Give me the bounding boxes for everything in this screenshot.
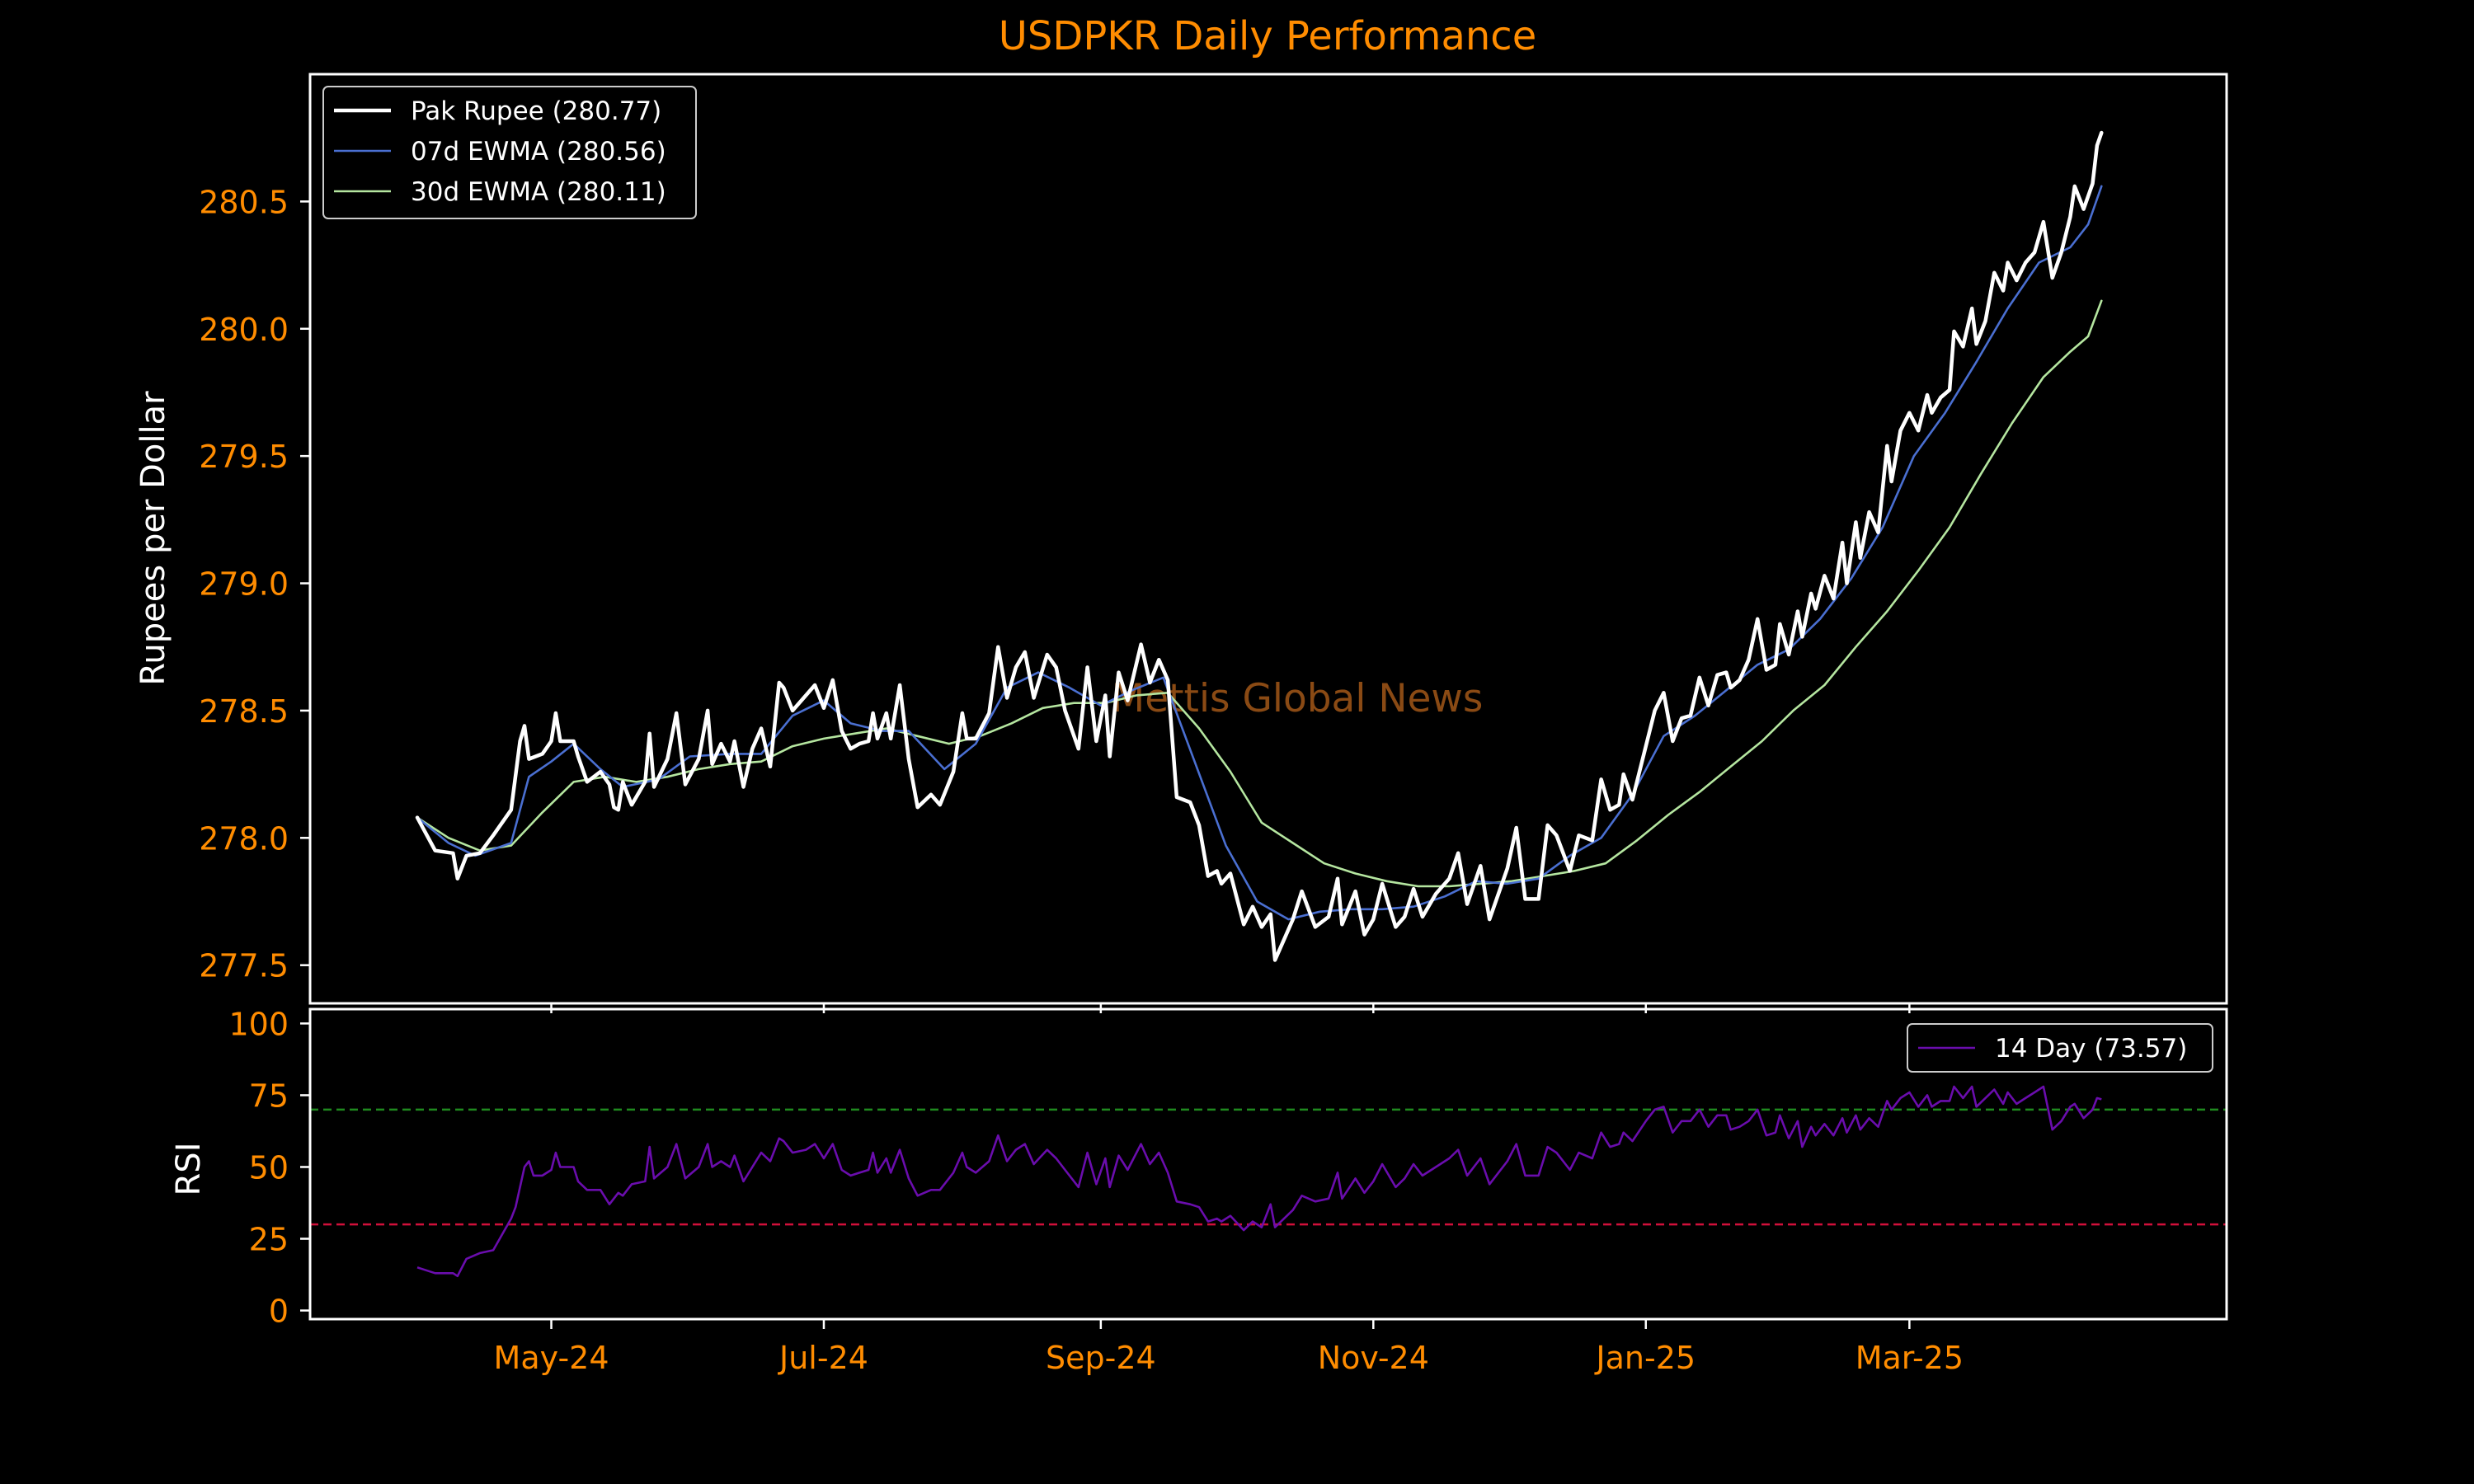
rsi-plot-frame — [308, 1007, 2228, 1321]
rsi-y-tick-label: 25 — [249, 1222, 289, 1258]
price-y-tick-label: 278.5 — [199, 693, 289, 730]
rsi-y-tick-label: 100 — [228, 1006, 289, 1042]
price-panel: Mettis Global News 277.5278.0278.5279.02… — [134, 73, 2228, 1005]
series-line-rsi — [416, 1085, 2102, 1278]
price-y-tick-label: 277.5 — [199, 948, 289, 984]
x-axis-ticks: May-24 Jul-24 Sep-24 Nov-24 Jan-25 Mar-25 — [494, 1003, 1964, 1376]
rsi-series — [416, 1085, 2102, 1278]
rsi-y-tick-label: 50 — [249, 1149, 289, 1186]
legend-label-rsi: 14 Day (73.57) — [1995, 1034, 2187, 1064]
x-tick-label: Mar-25 — [1856, 1340, 1964, 1376]
x-tick-label: Nov-24 — [1318, 1340, 1429, 1376]
rsi-y-axis-label: RSI — [170, 1143, 208, 1196]
price-y-ticks: 277.5 278.0 278.5 279.0 279.5 280.0 280.5 — [199, 184, 310, 984]
price-plot-area — [310, 74, 2227, 1003]
price-y-axis-label: Rupees per Dollar — [134, 391, 172, 686]
series-line-ewma30 — [416, 299, 2103, 888]
chart-title: USDPKR Daily Performance — [999, 13, 1536, 59]
series-line-pak-rupee — [415, 130, 2104, 962]
legend-label-ewma7: 07d EWMA (280.56) — [411, 137, 666, 167]
price-y-tick-label: 280.0 — [199, 312, 289, 348]
x-tick-label: Jan-25 — [1594, 1340, 1696, 1376]
x-tick-label: Jul-24 — [778, 1340, 868, 1376]
x-tick-label: May-24 — [494, 1340, 609, 1376]
price-legend-box — [322, 86, 697, 219]
x-tick-label: Sep-24 — [1046, 1340, 1156, 1376]
rsi-y-tick-label: 75 — [249, 1078, 289, 1114]
price-y-tick-label: 280.5 — [199, 184, 289, 220]
legend-label-ewma30: 30d EWMA (280.11) — [411, 177, 666, 207]
rsi-y-tick-label: 0 — [269, 1294, 289, 1330]
price-y-tick-label: 279.5 — [199, 439, 289, 475]
rsi-panel: 0 25 50 75 100 RSI 14 Day (73.57) — [170, 1006, 2228, 1330]
price-y-tick-label: 279.0 — [199, 566, 289, 603]
series-line-ewma7 — [416, 185, 2103, 921]
rsi-y-ticks: 0 25 50 75 100 — [228, 1006, 310, 1330]
legend-label-pak-rupee: Pak Rupee (280.77) — [411, 96, 661, 126]
rsi-legend-box — [1907, 1023, 2213, 1073]
price-y-tick-label: 278.0 — [199, 820, 289, 857]
price-legend: Pak Rupee (280.77) 07d EWMA (280.56) 30d… — [322, 86, 697, 219]
price-plot-frame — [308, 73, 2228, 1005]
price-series — [415, 130, 2104, 962]
rsi-legend: 14 Day (73.57) — [1907, 1023, 2213, 1073]
